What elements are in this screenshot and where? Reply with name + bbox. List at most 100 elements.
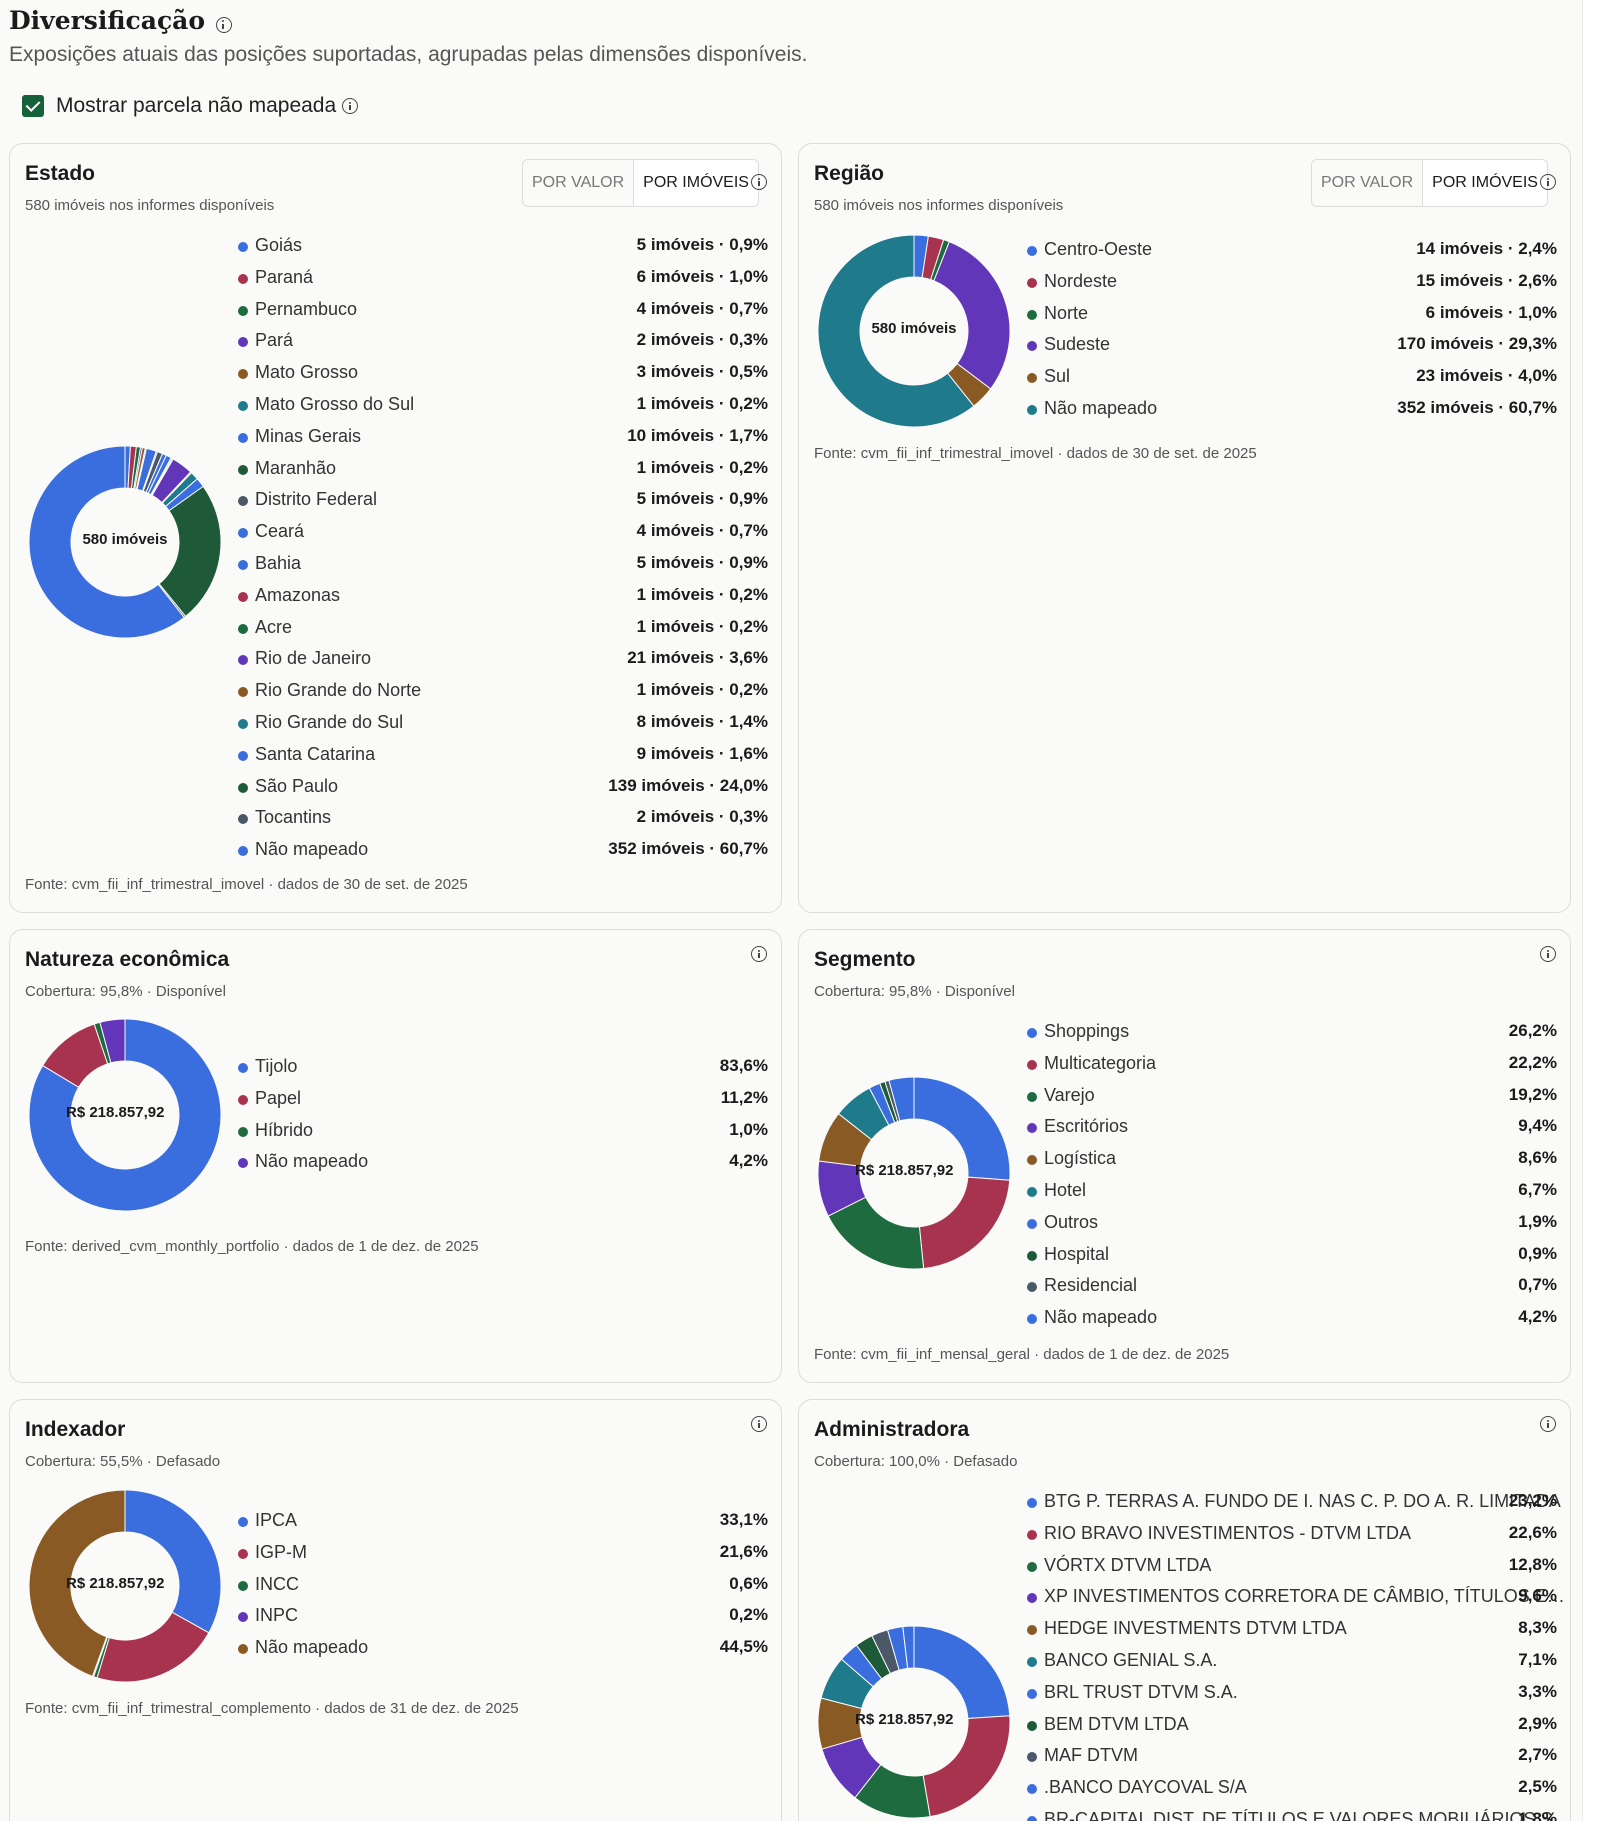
legend-swatch [1027, 1529, 1037, 1540]
legend-swatch [238, 337, 248, 348]
legend-swatch [238, 528, 248, 539]
show-unmapped-toggle[interactable]: Mostrar parcela não mapeada [22, 94, 359, 118]
donut-slice[interactable] [913, 1076, 1011, 1181]
view-toggle: POR VALOR POR IMÓVEIS [522, 159, 759, 207]
legend-label: INCC [255, 1573, 299, 1594]
legend-item: Pernambuco 4 imóveis · 0,7% [238, 296, 768, 326]
donut-slice[interactable] [933, 241, 1011, 390]
legend-label: Escritórios [1044, 1116, 1129, 1137]
donut-slice[interactable] [28, 1018, 222, 1212]
legend-label: HEDGE INVESTMENTS DTVM LTDA [1044, 1618, 1347, 1639]
legend-value: 1 imóveis · 0,2% [636, 457, 768, 477]
card-subtitle: Cobertura: 95,8% · Disponível [25, 983, 226, 1000]
legend-swatch [238, 1580, 248, 1591]
legend: Tijolo 83,6% Papel 11,2% Híbrido 1,0% Não mape… [238, 1053, 768, 1183]
by-properties-button[interactable]: POR IMÓVEIS [633, 160, 758, 206]
legend-item: Minas Gerais 10 imóveis · 1,7% [238, 423, 768, 453]
legend-value: 9,6% [1518, 1586, 1557, 1606]
legend-swatch [1027, 341, 1037, 352]
legend-item: BTG P. TERRAS A. FUNDO DE I. NAS C. P. D… [1027, 1488, 1561, 1518]
donut-slice[interactable] [124, 1489, 222, 1634]
legend-item: Sul 23 imóveis · 4,0% [1027, 363, 1557, 393]
donut-slice[interactable] [28, 445, 185, 639]
info-icon[interactable] [1540, 1416, 1556, 1432]
donut-slice[interactable] [99, 1018, 126, 1064]
legend-value: 170 imóveis · 29,3% [1397, 334, 1557, 354]
legend-item: Pará 2 imóveis · 0,3% [238, 327, 768, 357]
legend-swatch [1027, 373, 1037, 384]
legend-item: RIO BRAVO INVESTIMENTOS - DTVM LTDA 22,6% [1027, 1520, 1557, 1550]
card-title: Segmento [814, 948, 916, 971]
info-icon[interactable] [342, 98, 359, 114]
legend-value: 23,2% [1508, 1491, 1557, 1510]
legend-swatch [1027, 1784, 1037, 1795]
legend-swatch [238, 655, 248, 666]
donut-slice[interactable] [918, 1176, 1011, 1270]
legend-label: Rio Grande do Norte [255, 680, 422, 701]
legend-swatch [238, 1158, 248, 1169]
info-icon[interactable] [1540, 174, 1556, 190]
legend-swatch [1027, 309, 1037, 320]
legend-item: Rio Grande do Norte 1 imóveis · 0,2% [238, 677, 768, 707]
legend-item: MAF DTVM 2,7% [1027, 1742, 1557, 1772]
legend-value: 6 imóveis · 1,0% [636, 266, 768, 286]
legend-value: 2,5% [1518, 1777, 1557, 1797]
page-subtitle: Exposições atuais das posições suportada… [9, 43, 808, 66]
legend-value: 1 imóveis · 0,2% [636, 584, 768, 604]
info-icon[interactable] [751, 1416, 767, 1432]
legend-label: Residencial [1044, 1275, 1138, 1296]
legend-swatch [238, 1126, 248, 1137]
donut-slice[interactable] [913, 1625, 1011, 1720]
legend-swatch [1027, 1720, 1037, 1731]
legend-item: INPC 0,2% [238, 1602, 768, 1632]
page-title: Diversificação [9, 6, 206, 35]
info-icon[interactable] [1540, 946, 1556, 962]
donut-center-label: R$ 218.857,92 [66, 1104, 165, 1121]
legend-value: 2,7% [1518, 1745, 1557, 1765]
legend-label: Goiás [255, 235, 303, 255]
page-header: Diversificação [9, 6, 232, 35]
legend-value: 352 imóveis · 60,7% [608, 839, 768, 859]
legend-value: 1 imóveis · 0,2% [636, 394, 768, 413]
legend-value: 8,6% [1518, 1148, 1557, 1168]
legend-swatch [1027, 1752, 1037, 1763]
legend-swatch [1027, 1688, 1037, 1699]
info-icon[interactable] [751, 174, 767, 190]
legend-item: Goiás 5 imóveis · 0,9% [238, 232, 768, 262]
legend-item: São Paulo 139 imóveis · 24,0% [238, 773, 768, 803]
legend-value: 139 imóveis · 24,0% [608, 775, 768, 795]
donut-slice[interactable] [922, 1715, 1011, 1818]
donut-slice[interactable] [888, 1076, 915, 1122]
donut-slice[interactable] [817, 234, 975, 428]
legend-label: Centro-Oeste [1044, 239, 1153, 259]
legend-swatch [1027, 1282, 1037, 1293]
legend-value: 10 imóveis · 1,7% [627, 425, 768, 445]
legend-swatch [238, 464, 248, 475]
donut-slice[interactable] [28, 1489, 126, 1677]
show-unmapped-checkbox[interactable] [22, 95, 44, 117]
card-administradora: Administradora Cobertura: 100,0% · Defas… [798, 1399, 1571, 1821]
legend-item: Norte 6 imóveis · 1,0% [1027, 300, 1557, 330]
legend-swatch [1027, 1625, 1037, 1636]
card-indexador: Indexador Cobertura: 55,5% · Defasado R$… [9, 1399, 782, 1821]
legend-item: BANCO GENIAL S.A. 7,1% [1027, 1647, 1557, 1677]
legend-item: Varejo 19,2% [1027, 1082, 1557, 1112]
info-icon[interactable] [215, 16, 232, 33]
legend-label: Distrito Federal [255, 489, 378, 510]
legend-item: Não mapeado 352 imóveis · 60,7% [1027, 395, 1557, 425]
legend-value: 4,2% [729, 1151, 768, 1171]
page-scrollbar[interactable] [1582, 0, 1621, 1821]
by-value-button[interactable]: POR VALOR [532, 174, 625, 191]
legend-item: Não mapeado 4,2% [238, 1148, 768, 1178]
legend-swatch [238, 496, 248, 507]
legend-item: Mato Grosso do Sul 1 imóveis · 0,2% [238, 391, 768, 421]
legend-value: 0,7% [1518, 1275, 1557, 1295]
legend-item: Maranhão 1 imóveis · 0,2% [238, 455, 768, 485]
donut-slice[interactable] [902, 1625, 915, 1669]
info-icon[interactable] [751, 946, 767, 962]
legend-label: Sudeste [1044, 334, 1111, 355]
legend-label: Hotel [1044, 1180, 1087, 1200]
legend-label: Ceará [255, 521, 305, 542]
by-properties-button[interactable]: POR IMÓVEIS [1422, 160, 1547, 206]
by-value-button[interactable]: POR VALOR [1321, 174, 1414, 191]
